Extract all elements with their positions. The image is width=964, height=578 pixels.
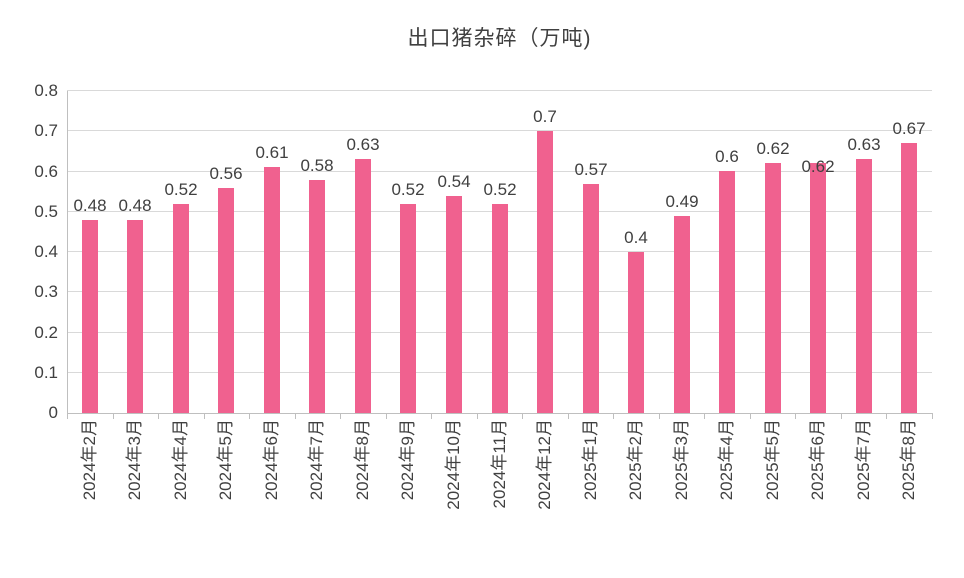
bar-value-label: 0.48 [73,196,107,215]
y-axis-tick-label: 0.5 [34,201,58,221]
x-axis-category-label: 2024年8月 [353,419,372,501]
x-axis-category-label: 2025年2月 [626,419,645,501]
y-axis-tick-label: 0.2 [34,322,58,342]
x-axis-tick [659,414,660,419]
x-axis-category-label: 2024年3月 [125,419,144,501]
bar [856,159,872,413]
bar [264,167,280,413]
x-axis-category-label: 2025年8月 [899,419,918,501]
x-axis-tick [932,414,933,419]
x-axis-tick [431,414,432,419]
bar [765,163,781,413]
gridline [67,170,932,172]
x-axis-tick [750,414,751,419]
x-axis-tick [841,414,842,419]
bar-value-label: 0.6 [715,147,739,166]
bar-value-label: 0.61 [255,143,289,162]
x-axis-tick [568,414,569,419]
x-axis-category-label: 2025年5月 [763,419,782,501]
x-axis-tick [295,414,296,419]
x-axis-tick [613,414,614,419]
bar-value-label: 0.62 [756,139,790,158]
x-axis-tick [522,414,523,419]
x-axis-tick [67,414,68,419]
x-axis-category-label: 2024年6月 [262,419,281,501]
bar-value-label: 0.49 [665,192,699,211]
y-axis-tick-label: 0 [48,403,58,422]
bar-value-label: 0.56 [209,164,243,183]
x-axis-category-label: 2024年9月 [398,419,417,501]
bar-value-label: 0.63 [346,135,380,154]
x-axis-category-label: 2024年5月 [216,419,235,501]
y-axis-tick-label: 0.4 [34,242,58,261]
x-axis-tick [113,414,114,419]
x-axis-category-label: 2024年2月 [80,419,99,501]
x-axis-tick [477,414,478,419]
x-axis-category-label: 2024年7月 [307,419,326,501]
x-axis-tick [386,414,387,419]
x-axis-tick [249,414,250,419]
bar-value-label: 0.57 [574,160,608,179]
x-axis-tick [340,414,341,419]
bar-value-label: 0.62 [801,157,835,176]
bar [901,143,917,413]
y-axis-tick-label: 0.7 [34,121,58,141]
bar [173,204,189,413]
x-axis-category-label: 2024年12月 [535,419,554,510]
x-axis-category-label: 2025年1月 [581,419,600,501]
bar-value-label: 0.52 [483,180,517,199]
x-axis-tick [204,414,205,419]
bar [218,188,234,413]
x-axis-category-label: 2024年10月 [444,419,463,510]
gridline [67,130,932,132]
y-axis-tick-label: 0.6 [34,161,58,181]
bar-value-label: 0.54 [437,172,471,191]
bar [446,196,462,413]
y-axis-line [67,91,68,413]
bar-value-label: 0.58 [300,156,334,175]
bar-value-label: 0.63 [847,135,881,154]
bar [810,163,826,413]
bar [719,171,735,413]
bar [82,220,98,413]
chart-title: 出口猪杂碎（万吨) [407,27,592,50]
x-axis-category-label: 2024年4月 [171,419,190,501]
bar [127,220,143,413]
bar [537,131,553,413]
bar-value-label: 0.52 [164,180,198,199]
gridline [67,90,932,91]
x-axis-category-label: 2025年7月 [854,419,873,501]
bar [583,184,599,413]
y-axis-tick-label: 0.1 [34,362,58,382]
x-axis-tick [795,414,796,419]
bar [400,204,416,413]
x-axis-category-label: 2024年11月 [490,419,509,509]
bar [355,159,371,413]
bar-value-label: 0.7 [533,107,557,126]
bar-value-label: 0.48 [118,196,152,215]
bar-value-label: 0.52 [391,180,425,199]
y-axis-tick-label: 0.8 [34,81,58,100]
x-axis-category-label: 2025年6月 [808,419,827,501]
bar [492,204,508,413]
bar [309,180,325,413]
x-axis-tick [704,414,705,419]
x-axis-tick [158,414,159,419]
bar-value-label: 0.4 [624,228,648,247]
x-axis-category-label: 2025年3月 [672,419,691,501]
bar [674,216,690,413]
x-axis-category-label: 2025年4月 [717,419,736,501]
x-axis-tick [886,414,887,419]
bar-value-label: 0.67 [892,119,926,138]
y-axis-tick-label: 0.3 [34,282,58,302]
x-axis-line [67,413,933,414]
bar [628,252,644,413]
